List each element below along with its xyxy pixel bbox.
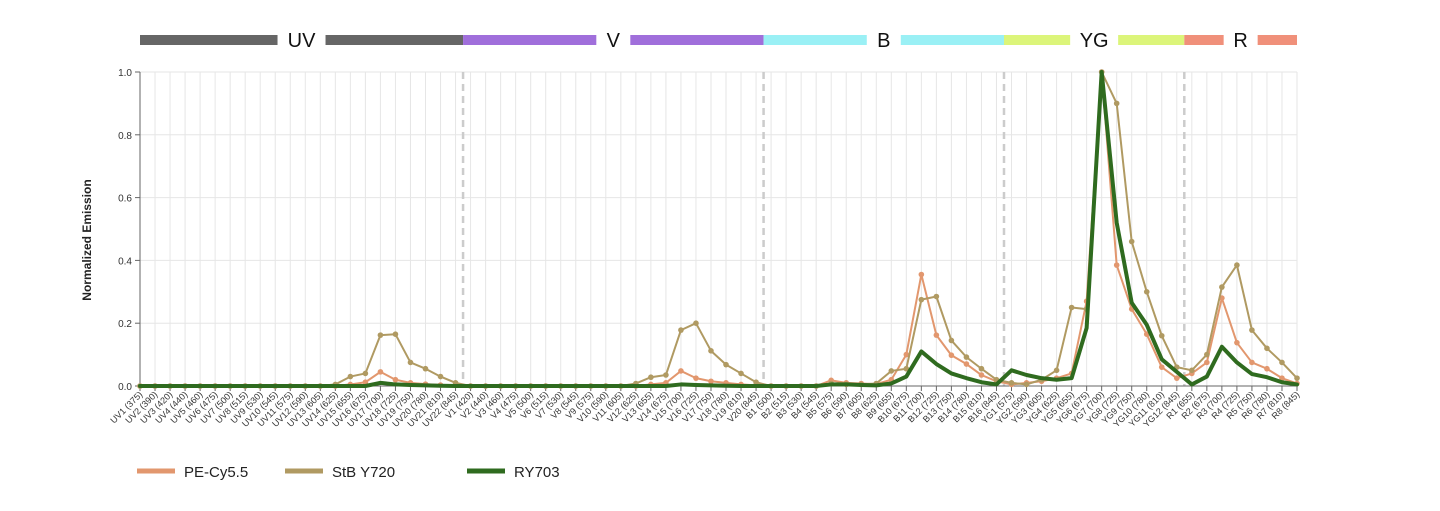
data-point-stb-y720 xyxy=(903,365,910,372)
data-point-stb-y720 xyxy=(693,320,699,327)
data-point-pe-cy5-5 xyxy=(978,372,985,378)
data-point-stb-y720 xyxy=(738,370,744,377)
band-label-v: V xyxy=(607,30,621,52)
band-label-r: R xyxy=(1233,30,1247,52)
data-point-pe-cy5-5 xyxy=(362,379,369,386)
data-point-stb-y720 xyxy=(753,379,759,386)
data-point-stb-y720 xyxy=(663,372,669,378)
legend-item-stb-y720: StB Y720 xyxy=(285,464,395,481)
chart-grid xyxy=(139,71,1298,387)
series-line-ry703 xyxy=(138,70,1299,388)
data-point-stb-y720 xyxy=(437,373,444,380)
data-point-stb-y720 xyxy=(678,327,684,333)
data-point-pe-cy5-5 xyxy=(903,351,910,358)
data-point-stb-y720 xyxy=(648,374,654,381)
data-point-stb-y720 xyxy=(918,296,925,303)
data-point-stb-y720 xyxy=(1143,289,1150,295)
data-point-stb-y720 xyxy=(1053,367,1060,374)
data-point-stb-y720 xyxy=(948,337,955,344)
data-point-stb-y720 xyxy=(933,293,940,300)
data-point-pe-cy5-5 xyxy=(963,361,970,367)
band-label-uv: UV xyxy=(288,30,316,52)
data-point-stb-y720 xyxy=(723,361,729,368)
data-point-stb-y720 xyxy=(1204,351,1210,358)
data-point-stb-y720 xyxy=(888,368,895,374)
chart-series xyxy=(137,69,1300,389)
band-label-b: B xyxy=(877,30,890,52)
laser-band-bar: UV V B YG R xyxy=(140,30,1297,52)
legend-label: RY703 xyxy=(514,464,560,481)
data-point-stb-y720 xyxy=(1219,284,1225,290)
data-point-pe-cy5-5 xyxy=(1264,365,1270,372)
data-point-stb-y720 xyxy=(377,332,384,338)
data-point-stb-y720 xyxy=(978,365,985,372)
data-point-stb-y720 xyxy=(1279,359,1285,366)
data-point-stb-y720 xyxy=(1294,375,1300,381)
data-point-pe-cy5-5 xyxy=(933,332,940,338)
data-point-pe-cy5-5 xyxy=(693,375,699,381)
chart-legend: PE-Cy5.5 StB Y720 RY703 xyxy=(137,464,560,481)
data-point-pe-cy5-5 xyxy=(1279,375,1285,381)
data-point-pe-cy5-5 xyxy=(1249,359,1255,366)
data-point-stb-y720 xyxy=(1113,100,1120,107)
data-point-stb-y720 xyxy=(422,365,429,372)
data-point-stb-y720 xyxy=(1234,262,1240,268)
data-point-pe-cy5-5 xyxy=(918,271,925,278)
data-point-stb-y720 xyxy=(1158,332,1165,339)
series-ry703 xyxy=(138,70,1299,388)
legend-item-pe-cy5-5: PE-Cy5.5 xyxy=(137,464,248,481)
data-point-stb-y720 xyxy=(392,331,399,337)
data-point-stb-y720 xyxy=(708,348,714,354)
series-line-stb-y720 xyxy=(139,71,1298,387)
data-point-pe-cy5-5 xyxy=(377,369,384,375)
data-point-stb-y720 xyxy=(1023,381,1030,388)
legend-item-ry703: RY703 xyxy=(467,464,560,481)
series-pe-cy5-5 xyxy=(137,69,1300,389)
data-point-pe-cy5-5 xyxy=(678,368,684,374)
y-tick-label: 1.0 xyxy=(118,68,132,79)
legend-label: StB Y720 xyxy=(332,464,395,481)
data-point-stb-y720 xyxy=(1128,238,1135,245)
y-tick-label: 0.4 xyxy=(118,256,132,267)
y-tick-label: 0.0 xyxy=(118,382,132,393)
series-line-pe-cy5-5 xyxy=(139,71,1298,387)
data-point-stb-y720 xyxy=(347,373,354,380)
band-label-yg: YG xyxy=(1080,30,1109,52)
data-point-stb-y720 xyxy=(407,359,414,366)
data-point-stb-y720 xyxy=(1264,345,1270,352)
legend-label: PE-Cy5.5 xyxy=(184,464,248,481)
data-point-stb-y720 xyxy=(1008,380,1015,386)
data-point-pe-cy5-5 xyxy=(1173,375,1180,381)
data-point-stb-y720 xyxy=(963,354,970,360)
y-axis-label: Normalized Emission xyxy=(80,179,94,300)
data-point-pe-cy5-5 xyxy=(1204,359,1210,366)
y-tick-label: 0.6 xyxy=(118,194,132,205)
y-tick-label: 0.8 xyxy=(118,131,132,142)
data-point-pe-cy5-5 xyxy=(1234,339,1240,346)
data-point-pe-cy5-5 xyxy=(392,376,399,383)
data-point-stb-y720 xyxy=(362,370,369,377)
data-point-pe-cy5-5 xyxy=(1113,262,1120,268)
data-point-stb-y720 xyxy=(1249,327,1255,333)
data-point-pe-cy5-5 xyxy=(948,352,955,359)
data-point-pe-cy5-5 xyxy=(1158,364,1165,370)
data-point-stb-y720 xyxy=(1189,367,1195,374)
data-point-stb-y720 xyxy=(1068,304,1075,311)
data-point-pe-cy5-5 xyxy=(708,378,714,385)
y-tick-label: 0.2 xyxy=(118,319,132,330)
laser-separators xyxy=(461,72,1186,386)
series-stb-y720 xyxy=(137,69,1300,389)
